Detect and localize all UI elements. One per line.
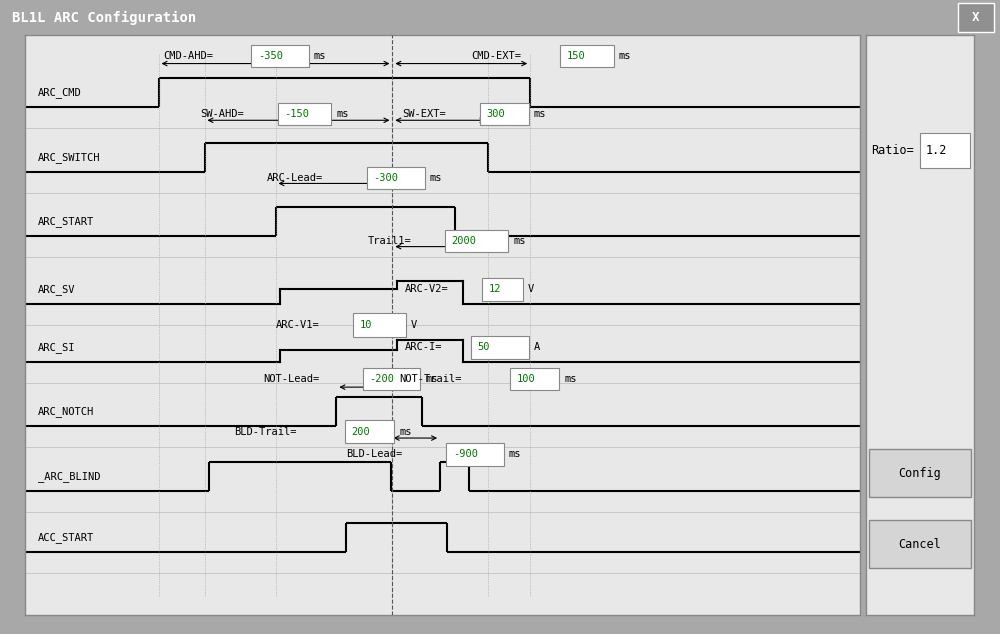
Text: ARC_CMD: ARC_CMD: [38, 87, 81, 98]
Text: BLD-Lead=: BLD-Lead=: [346, 449, 403, 459]
FancyBboxPatch shape: [367, 167, 425, 189]
FancyBboxPatch shape: [920, 134, 970, 168]
FancyBboxPatch shape: [353, 313, 406, 337]
Text: ms: ms: [534, 109, 546, 119]
Text: -300: -300: [374, 173, 399, 183]
Text: ms: ms: [619, 51, 631, 61]
Text: V: V: [411, 320, 417, 330]
Text: ARC-V1=: ARC-V1=: [276, 320, 319, 330]
FancyBboxPatch shape: [869, 521, 971, 568]
Text: ARC_NOTCH: ARC_NOTCH: [38, 406, 94, 417]
Text: ms: ms: [425, 375, 438, 384]
Text: SW-AHD=: SW-AHD=: [200, 109, 244, 119]
Text: NOT-Lead=: NOT-Lead=: [263, 375, 319, 384]
Text: 12: 12: [489, 285, 501, 294]
FancyBboxPatch shape: [445, 231, 508, 252]
Text: 300: 300: [486, 109, 505, 119]
Text: V: V: [528, 285, 534, 294]
Text: ms: ms: [314, 51, 326, 61]
Text: 10: 10: [359, 320, 372, 330]
Text: X: X: [972, 11, 980, 24]
Text: Ratio=: Ratio=: [871, 145, 914, 157]
Text: ARC_START: ARC_START: [38, 216, 94, 227]
FancyBboxPatch shape: [510, 368, 559, 391]
Text: NOT-Trail=: NOT-Trail=: [399, 375, 462, 384]
Text: CMD-AHD=: CMD-AHD=: [163, 51, 213, 61]
FancyBboxPatch shape: [446, 443, 504, 466]
Text: Trail1=: Trail1=: [367, 236, 411, 247]
FancyBboxPatch shape: [251, 45, 309, 67]
FancyBboxPatch shape: [471, 336, 529, 359]
Text: ARC-Lead=: ARC-Lead=: [267, 173, 323, 183]
Text: -900: -900: [453, 449, 478, 459]
Text: 50: 50: [478, 342, 490, 353]
Text: 2000: 2000: [451, 236, 476, 247]
Text: ms: ms: [399, 427, 412, 437]
Text: 200: 200: [351, 427, 370, 437]
FancyBboxPatch shape: [345, 420, 394, 443]
Text: ms: ms: [430, 173, 442, 183]
FancyBboxPatch shape: [363, 368, 420, 391]
Text: _ARC_BLIND: _ARC_BLIND: [38, 471, 100, 482]
Text: -350: -350: [258, 51, 283, 61]
Text: 100: 100: [517, 375, 536, 384]
Text: ms: ms: [513, 236, 526, 247]
FancyBboxPatch shape: [869, 450, 971, 497]
Text: ARC-I=: ARC-I=: [405, 342, 442, 353]
FancyBboxPatch shape: [482, 278, 523, 301]
Text: BL1L ARC Configuration: BL1L ARC Configuration: [12, 10, 196, 25]
FancyBboxPatch shape: [278, 103, 331, 125]
Text: ARC_SV: ARC_SV: [38, 284, 75, 295]
Text: 150: 150: [567, 51, 586, 61]
Text: BLD-Trail=: BLD-Trail=: [234, 427, 296, 437]
Text: ARC_SWITCH: ARC_SWITCH: [38, 152, 100, 163]
Text: CMD-EXT=: CMD-EXT=: [472, 51, 522, 61]
Text: ms: ms: [336, 109, 349, 119]
Text: ARC-V2=: ARC-V2=: [405, 285, 449, 294]
Text: 1.2: 1.2: [925, 145, 947, 157]
Text: A: A: [534, 342, 540, 353]
Text: Config: Config: [899, 467, 941, 480]
Text: ACC_START: ACC_START: [38, 532, 94, 543]
Text: ms: ms: [509, 449, 521, 459]
Text: ms: ms: [564, 375, 577, 384]
Text: ARC_SI: ARC_SI: [38, 342, 75, 353]
Text: Cancel: Cancel: [899, 538, 941, 550]
FancyBboxPatch shape: [480, 103, 529, 125]
Text: -150: -150: [284, 109, 309, 119]
Bar: [958, 3, 994, 32]
FancyBboxPatch shape: [560, 45, 614, 67]
Text: -200: -200: [369, 375, 394, 384]
Text: SW-EXT=: SW-EXT=: [402, 109, 446, 119]
